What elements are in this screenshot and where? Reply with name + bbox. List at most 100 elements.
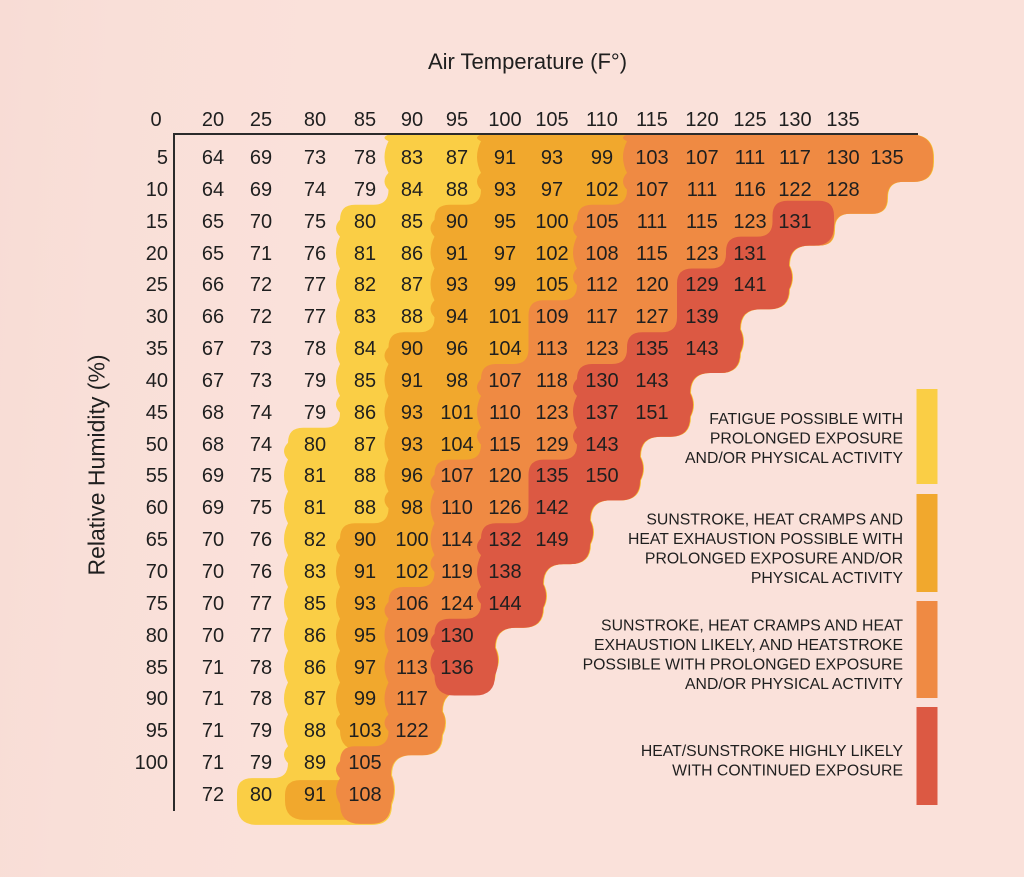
svg-text:120: 120 — [635, 274, 668, 296]
svg-text:120: 120 — [488, 465, 521, 487]
svg-text:40: 40 — [146, 370, 168, 392]
svg-text:91: 91 — [401, 370, 423, 392]
svg-text:151: 151 — [635, 402, 668, 424]
svg-text:135: 135 — [826, 109, 859, 131]
svg-text:FATIGUE POSSIBLE WITH: FATIGUE POSSIBLE WITH — [709, 411, 903, 428]
svg-text:123: 123 — [733, 211, 766, 233]
svg-text:69: 69 — [250, 147, 272, 169]
svg-text:80: 80 — [250, 784, 272, 806]
svg-text:101: 101 — [440, 402, 473, 424]
svg-text:100: 100 — [535, 211, 568, 233]
svg-text:85: 85 — [401, 211, 423, 233]
svg-text:144: 144 — [488, 593, 521, 615]
svg-text:60: 60 — [146, 497, 168, 519]
svg-text:75: 75 — [250, 465, 272, 487]
svg-text:115: 115 — [636, 243, 668, 265]
svg-text:143: 143 — [635, 370, 668, 392]
svg-text:15: 15 — [146, 211, 168, 233]
svg-text:83: 83 — [401, 147, 423, 169]
svg-text:55: 55 — [146, 465, 168, 487]
svg-text:73: 73 — [250, 370, 272, 392]
svg-text:120: 120 — [685, 109, 718, 131]
svg-text:108: 108 — [348, 784, 381, 806]
svg-text:79: 79 — [304, 402, 326, 424]
svg-text:130: 130 — [585, 370, 618, 392]
svg-text:85: 85 — [354, 109, 376, 131]
svg-text:AND/OR PHYSICAL ACTIVITY: AND/OR PHYSICAL ACTIVITY — [685, 450, 903, 467]
svg-text:111: 111 — [735, 147, 765, 169]
svg-text:87: 87 — [304, 688, 326, 710]
svg-text:98: 98 — [401, 497, 423, 519]
svg-text:86: 86 — [401, 243, 423, 265]
svg-text:83: 83 — [304, 561, 326, 583]
svg-text:78: 78 — [250, 657, 272, 679]
svg-text:65: 65 — [202, 211, 224, 233]
svg-text:102: 102 — [395, 561, 428, 583]
svg-text:124: 124 — [440, 593, 473, 615]
svg-text:88: 88 — [354, 497, 376, 519]
svg-text:78: 78 — [354, 147, 376, 169]
svg-text:69: 69 — [202, 497, 224, 519]
svg-text:HEAT/SUNSTROKE HIGHLY LIKELY: HEAT/SUNSTROKE HIGHLY LIKELY — [641, 743, 904, 760]
svg-text:108: 108 — [585, 243, 618, 265]
svg-text:113: 113 — [536, 338, 568, 360]
svg-text:75: 75 — [250, 497, 272, 519]
svg-text:81: 81 — [304, 497, 326, 519]
svg-text:94: 94 — [446, 306, 468, 328]
svg-text:88: 88 — [304, 720, 326, 742]
svg-text:SUNSTROKE, HEAT CRAMPS AND HEA: SUNSTROKE, HEAT CRAMPS AND HEAT — [601, 618, 903, 635]
svg-text:72: 72 — [250, 274, 272, 296]
svg-text:20: 20 — [202, 109, 224, 131]
svg-text:114: 114 — [441, 529, 473, 551]
svg-text:74: 74 — [250, 434, 272, 456]
svg-text:117: 117 — [586, 306, 618, 328]
svg-text:73: 73 — [304, 147, 326, 169]
svg-text:82: 82 — [354, 274, 376, 296]
svg-text:AND/OR PHYSICAL ACTIVITY: AND/OR PHYSICAL ACTIVITY — [685, 676, 903, 693]
svg-text:119: 119 — [441, 561, 473, 583]
svg-text:118: 118 — [536, 370, 568, 392]
svg-text:135: 135 — [535, 465, 568, 487]
svg-text:91: 91 — [354, 561, 376, 583]
svg-text:80: 80 — [304, 109, 326, 131]
svg-text:79: 79 — [250, 752, 272, 774]
svg-text:68: 68 — [202, 402, 224, 424]
svg-text:117: 117 — [396, 688, 428, 710]
svg-text:64: 64 — [202, 147, 224, 169]
svg-text:SUNSTROKE, HEAT CRAMPS AND: SUNSTROKE, HEAT CRAMPS AND — [646, 512, 903, 529]
svg-text:70: 70 — [202, 529, 224, 551]
svg-text:116: 116 — [734, 179, 766, 201]
svg-text:136: 136 — [440, 657, 473, 679]
svg-text:88: 88 — [354, 465, 376, 487]
svg-text:93: 93 — [494, 179, 516, 201]
svg-text:131: 131 — [778, 211, 811, 233]
svg-text:77: 77 — [304, 306, 326, 328]
svg-text:90: 90 — [446, 211, 468, 233]
svg-text:87: 87 — [354, 434, 376, 456]
svg-text:129: 129 — [535, 434, 568, 456]
svg-text:137: 137 — [585, 402, 618, 424]
svg-text:75: 75 — [146, 593, 168, 615]
svg-text:135: 135 — [870, 147, 903, 169]
svg-text:86: 86 — [354, 402, 376, 424]
svg-text:71: 71 — [202, 657, 224, 679]
svg-text:80: 80 — [304, 434, 326, 456]
svg-text:99: 99 — [591, 147, 613, 169]
svg-text:91: 91 — [446, 243, 468, 265]
svg-text:98: 98 — [446, 370, 468, 392]
svg-text:86: 86 — [304, 657, 326, 679]
svg-text:87: 87 — [401, 274, 423, 296]
svg-text:130: 130 — [440, 625, 473, 647]
svg-text:150: 150 — [585, 465, 618, 487]
svg-text:90: 90 — [354, 529, 376, 551]
svg-text:143: 143 — [685, 338, 718, 360]
svg-text:103: 103 — [635, 147, 668, 169]
svg-text:105: 105 — [535, 274, 568, 296]
svg-text:83: 83 — [354, 306, 376, 328]
svg-text:45: 45 — [146, 402, 168, 424]
svg-text:93: 93 — [446, 274, 468, 296]
svg-text:129: 129 — [685, 274, 718, 296]
svg-text:66: 66 — [202, 306, 224, 328]
svg-text:90: 90 — [401, 109, 423, 131]
svg-text:70: 70 — [202, 593, 224, 615]
